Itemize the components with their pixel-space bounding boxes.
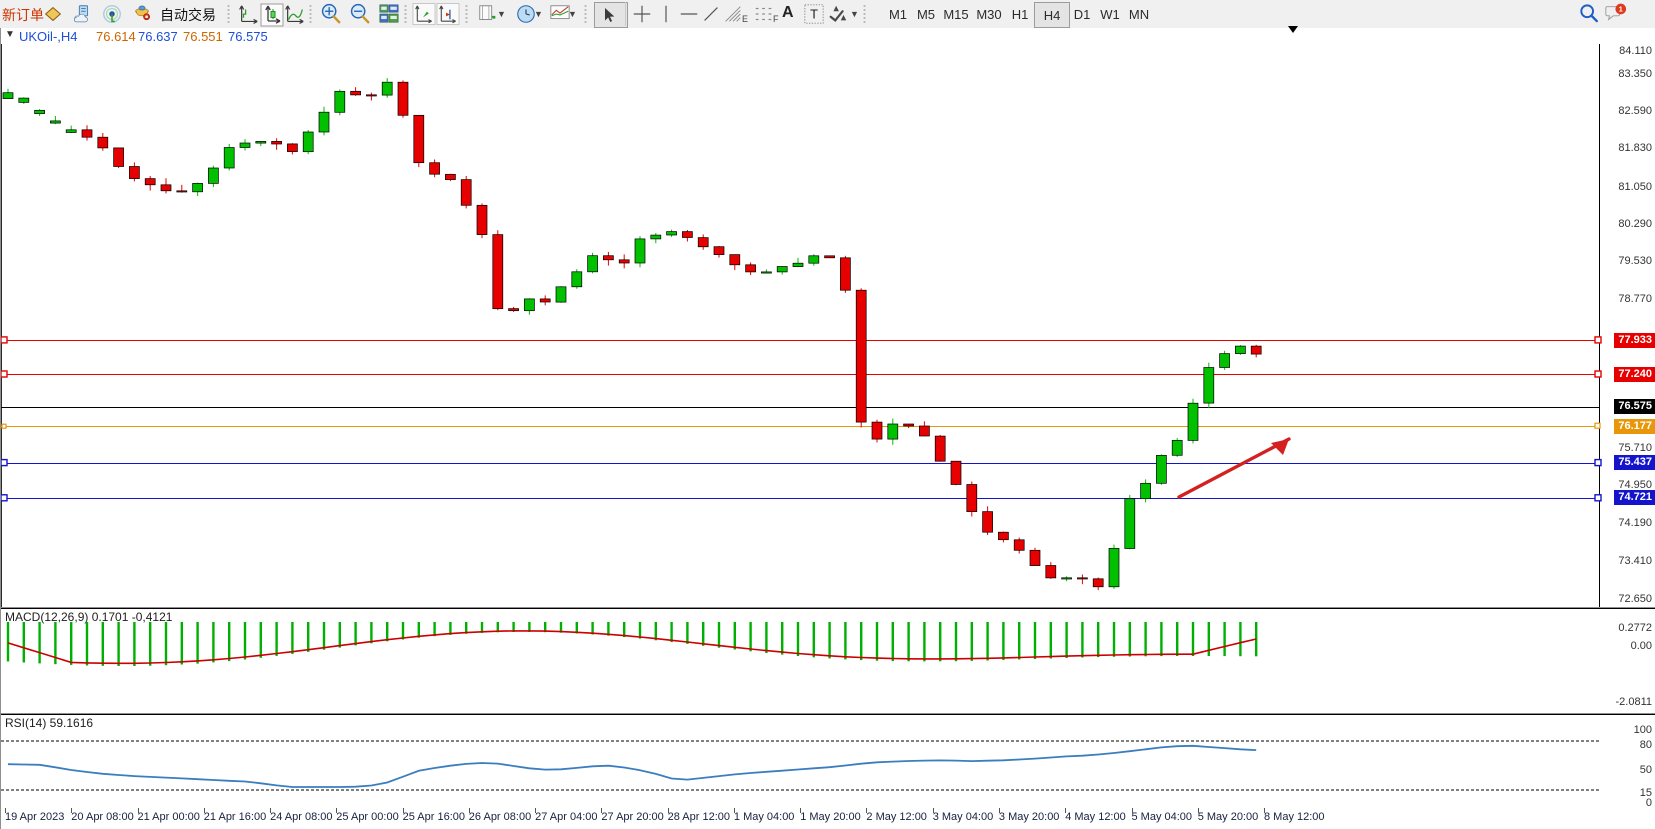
svg-text:1: 1 <box>1619 6 1623 14</box>
svg-text:T: T <box>810 7 818 22</box>
